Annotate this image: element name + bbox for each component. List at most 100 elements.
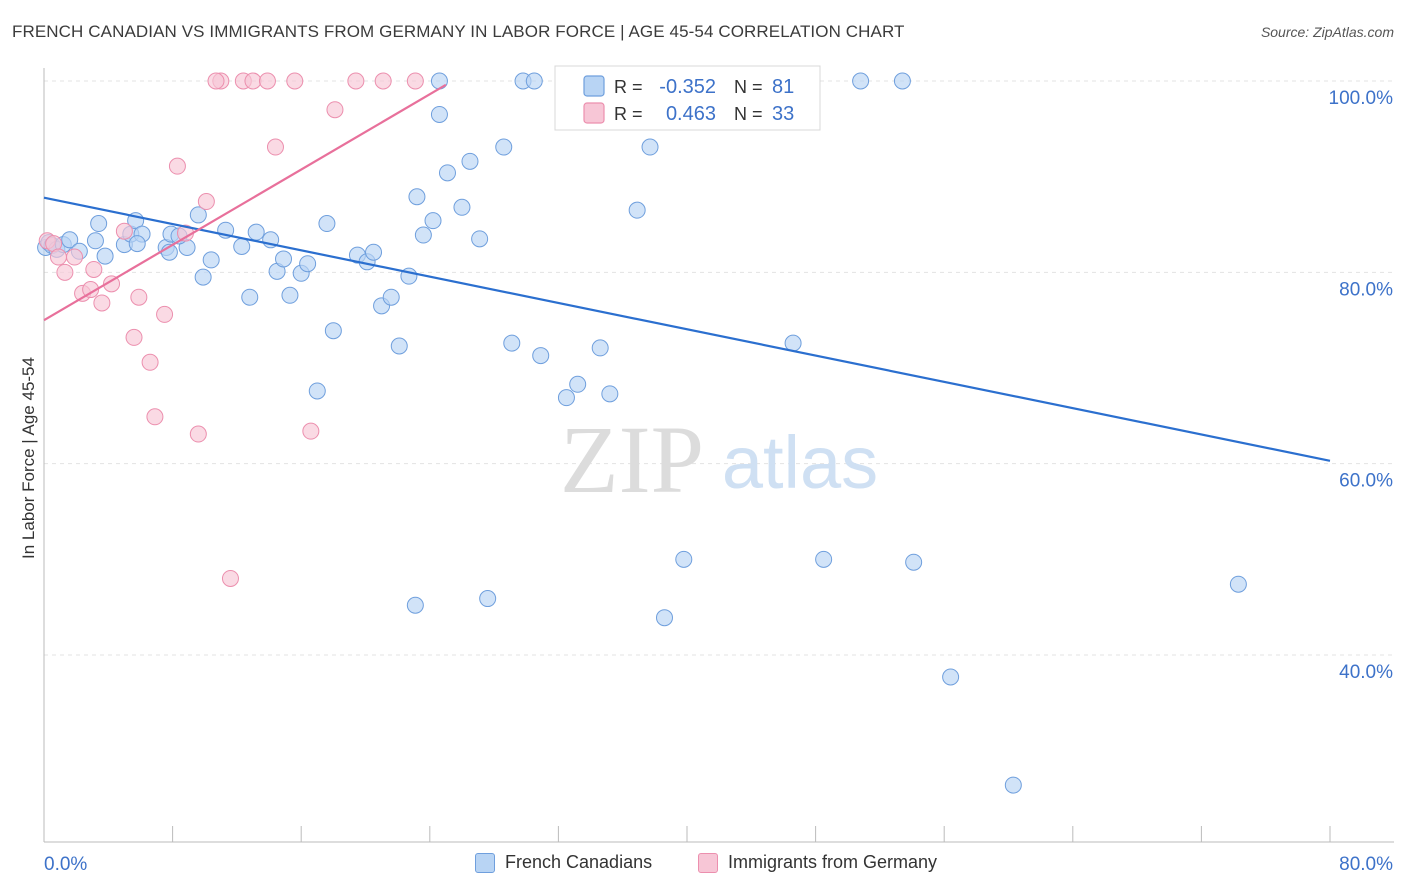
point-immigrants-from-germany (141, 353, 159, 371)
point-french-canadians (424, 212, 442, 230)
point-french-canadians (503, 334, 521, 352)
point-french-canadians (453, 198, 471, 216)
point-french-canadians (430, 105, 448, 123)
x-tick-label-max: 80.0% (1339, 854, 1393, 875)
point-french-canadians (905, 553, 923, 571)
legend-item-immigrants-from-germany: Immigrants from Germany (698, 852, 937, 873)
point-immigrants-from-germany (82, 281, 100, 299)
point-immigrants-from-germany (130, 288, 148, 306)
legend-label-immigrants-from-germany: Immigrants from Germany (728, 852, 938, 872)
point-immigrants-from-germany (326, 101, 344, 119)
point-immigrants-from-germany (221, 569, 239, 587)
point-immigrants-from-germany (244, 72, 262, 90)
point-immigrants-from-germany (266, 138, 284, 156)
point-french-canadians (275, 250, 293, 268)
legend-swatch-pink (698, 852, 718, 873)
point-french-canadians (628, 201, 646, 219)
watermark-zip: ZIP (560, 406, 704, 513)
point-french-canadians (479, 590, 497, 608)
point-immigrants-from-germany (85, 260, 103, 278)
point-french-canadians (128, 235, 146, 253)
stats-swatch-pink (583, 102, 605, 124)
point-french-canadians (1004, 776, 1022, 794)
stats-n-label-1: N = (734, 77, 763, 97)
grid-lines (44, 80, 1394, 656)
point-immigrants-from-germany (406, 72, 424, 90)
stats-swatch-blue (583, 75, 605, 97)
source-label: Source: ZipAtlas.com (1260, 24, 1394, 40)
point-french-canadians (247, 223, 265, 241)
point-immigrants-from-germany (125, 328, 143, 346)
series-immigrants-from-germany (38, 72, 424, 587)
point-immigrants-from-germany (115, 222, 133, 240)
point-immigrants-from-germany (286, 72, 304, 90)
point-french-canadians (414, 226, 432, 244)
point-french-canadians (557, 389, 575, 407)
point-immigrants-from-germany (374, 72, 392, 90)
watermark: ZIP atlas (560, 406, 878, 513)
point-french-canadians (194, 268, 212, 286)
point-french-canadians (461, 152, 479, 170)
point-immigrants-from-germany (347, 72, 365, 90)
point-french-canadians (569, 375, 587, 393)
stats-r-label-1: R = (614, 77, 643, 97)
point-immigrants-from-germany (56, 263, 74, 281)
point-french-canadians (438, 164, 456, 182)
point-french-canadians (406, 596, 424, 614)
point-french-canadians (495, 138, 513, 156)
point-french-canadians (591, 339, 609, 357)
point-immigrants-from-germany (302, 422, 320, 440)
point-french-canadians (96, 247, 114, 265)
point-french-canadians (815, 550, 833, 568)
point-french-canadians (90, 215, 108, 233)
chart-title: FRENCH CANADIAN VS IMMIGRANTS FROM GERMA… (12, 22, 905, 41)
stats-legend: R = -0.352 N = 81 R = 0.463 N = 33 (554, 65, 821, 131)
point-french-canadians (390, 337, 408, 355)
point-french-canadians (318, 215, 336, 233)
point-french-canadians (202, 251, 220, 269)
stats-r-value-2: 0.463 (666, 103, 716, 125)
point-french-canadians (61, 231, 79, 249)
x-tick-label-min: 0.0% (44, 854, 87, 875)
stats-r-value-1: -0.352 (659, 76, 716, 98)
stats-n-value-2: 33 (772, 103, 794, 125)
y-tick-label: 80.0% (1339, 279, 1393, 300)
point-french-canadians (430, 72, 448, 90)
point-immigrants-from-germany (156, 305, 174, 323)
legend-swatch-blue (475, 852, 495, 873)
point-french-canadians (641, 138, 659, 156)
y-tick-label: 60.0% (1339, 471, 1393, 492)
point-immigrants-from-germany (103, 275, 121, 293)
axes (43, 68, 1394, 843)
point-french-canadians (532, 347, 550, 365)
watermark-atlas: atlas (722, 421, 878, 504)
y-axis-label: In Labor Force | Age 45-54 (19, 357, 38, 559)
point-french-canadians (471, 230, 489, 248)
legend-label-french-canadians: French Canadians (505, 852, 653, 872)
point-french-canadians (675, 550, 693, 568)
point-french-canadians (281, 286, 299, 304)
point-immigrants-from-germany (207, 72, 225, 90)
point-french-canadians (852, 72, 870, 90)
y-tick-labels: 40.0% 60.0% 80.0% 100.0% (1329, 88, 1394, 683)
point-immigrants-from-germany (66, 248, 84, 266)
point-french-canadians (365, 243, 383, 261)
point-french-canadians (189, 206, 207, 224)
point-french-canadians (299, 255, 317, 273)
series-legend: French Canadians Immigrants from Germany (0, 852, 1406, 878)
legend-item-french-canadians: French Canadians (475, 852, 652, 873)
stats-n-label-2: N = (734, 104, 763, 124)
point-immigrants-from-germany (197, 193, 215, 211)
point-immigrants-from-germany (146, 408, 164, 426)
point-french-canadians (408, 188, 426, 206)
point-french-canadians (893, 72, 911, 90)
point-french-canadians (86, 232, 104, 250)
point-french-canadians (382, 288, 400, 306)
point-french-canadians (655, 609, 673, 627)
point-french-canadians (241, 288, 259, 306)
point-french-canadians (942, 668, 960, 686)
trend-lines (43, 83, 1331, 462)
trend-line-immigrants-from-germany (43, 83, 447, 322)
point-french-canadians (308, 382, 326, 400)
